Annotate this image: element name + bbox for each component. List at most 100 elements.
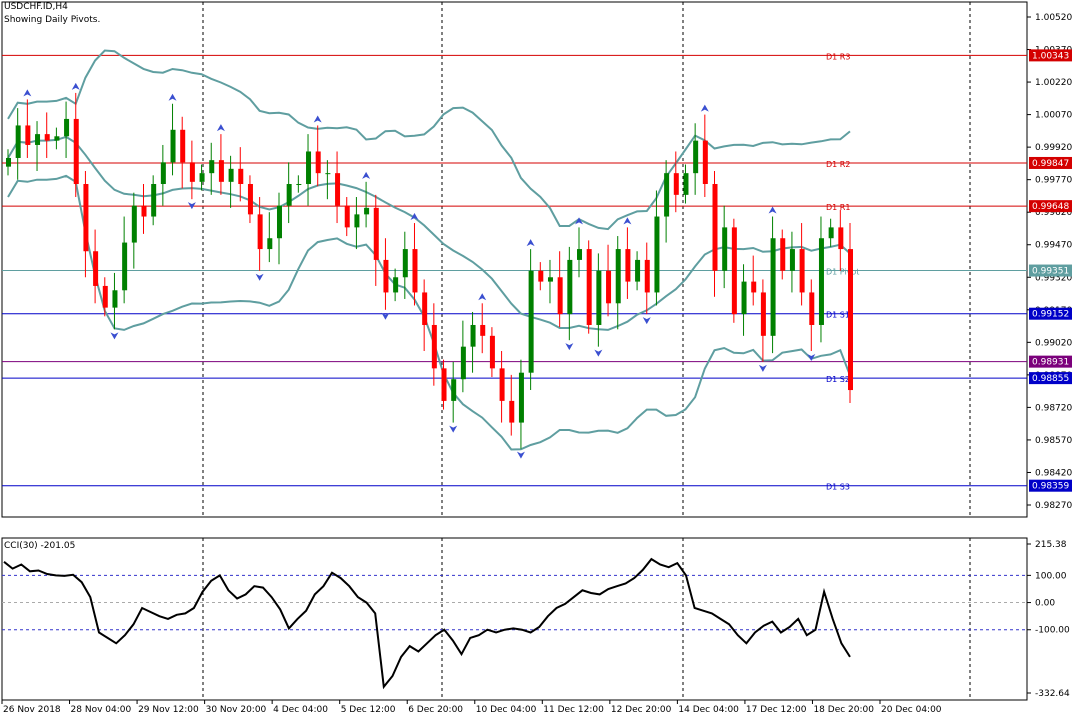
candle-body [54, 136, 60, 141]
candle-body [257, 214, 263, 250]
y-tick-label: 0.99620 [1035, 208, 1072, 218]
price-tag-label: 0.98855 [1032, 374, 1069, 384]
pivot-label: D1 R1 [826, 203, 850, 212]
price-tag [1029, 372, 1072, 385]
candle-body [499, 368, 505, 401]
fractal-down-arrow [381, 312, 390, 320]
candle-body [635, 259, 641, 282]
y-tick-label: 0.98420 [1035, 468, 1072, 478]
candle-body [489, 335, 495, 369]
candle-body [73, 118, 79, 185]
y-tick-label: 0.98720 [1035, 403, 1072, 413]
price-tag [1029, 200, 1072, 213]
candle-body [15, 125, 21, 158]
x-tick-label: 5 Dec 12:00 [341, 705, 396, 715]
candle-body [664, 173, 670, 217]
fractal-down-arrow [449, 425, 458, 433]
fractal-down-arrow [565, 343, 574, 351]
fractal-down-arrow [516, 451, 525, 459]
bollinger-lower [7, 174, 851, 451]
x-tick-label: 4 Dec 04:00 [273, 705, 328, 715]
candle-body [789, 249, 795, 271]
candle-body [712, 184, 718, 271]
cci-y-tick-label: 0.00 [1035, 599, 1055, 609]
candle-body [644, 259, 650, 293]
x-tick-label: 20 Dec 04:00 [881, 705, 942, 715]
x-tick-label: 30 Nov 20:00 [206, 705, 267, 715]
price-tag [1029, 307, 1072, 320]
fractal-up-arrow [168, 93, 177, 101]
candle-body [509, 400, 515, 423]
candle-body [760, 292, 766, 336]
fractal-up-arrow [575, 217, 584, 225]
fractal-down-arrow [758, 364, 767, 372]
candle-body [702, 140, 708, 185]
y-tick-label: 0.99320 [1035, 273, 1072, 283]
fractal-down-arrow [187, 202, 196, 210]
candle-body [848, 249, 853, 391]
candle-body [547, 277, 553, 282]
candle-body [731, 227, 737, 315]
cci-y-tick-label: -332.64 [1035, 689, 1070, 699]
y-tick-label: 0.99470 [1035, 241, 1072, 251]
candle-body [247, 184, 253, 215]
candle-body [296, 184, 302, 186]
candle-body [654, 216, 660, 293]
y-tick-label: 0.98570 [1035, 436, 1072, 446]
candle-body [112, 290, 118, 308]
x-tick-label: 6 Dec 20:00 [408, 705, 463, 715]
candle-body [141, 205, 147, 217]
candle-body [741, 281, 747, 315]
candle-body [335, 173, 341, 206]
candle-body [315, 151, 321, 174]
x-tick-label: 26 Nov 2018 [3, 705, 61, 715]
y-tick-label: 0.99770 [1035, 176, 1072, 186]
candle-body [412, 249, 418, 293]
candle-body [451, 379, 457, 401]
candle-body [809, 292, 815, 325]
price-tag-label: 0.99152 [1032, 310, 1069, 320]
fractal-up-arrow [700, 104, 709, 112]
fractal-up-arrow [768, 206, 777, 214]
fractal-down-arrow [594, 349, 603, 357]
pivot-label: D1 S1 [826, 311, 850, 320]
candle-body [518, 372, 524, 423]
fractal-up-arrow [410, 213, 419, 221]
candle-body [276, 205, 282, 239]
price-tag [1029, 479, 1072, 492]
fractal-down-arrow [255, 273, 264, 281]
candle-body [683, 173, 689, 195]
candle-body [528, 270, 534, 373]
bollinger-upper [7, 49, 851, 231]
candle-body [567, 259, 573, 315]
pivot-label: D1 S3 [826, 483, 850, 492]
x-tick-label: 28 Nov 04:00 [71, 705, 132, 715]
candle-body [286, 184, 292, 206]
candle-body [35, 134, 41, 145]
candle-body [606, 270, 612, 304]
candle-body [557, 277, 563, 315]
pivot-label: D1 R3 [826, 52, 850, 61]
candle-body [828, 227, 834, 239]
y-tick-label: 1.00220 [1035, 78, 1072, 88]
candle-body [460, 346, 466, 380]
chart-title: USDCHF.ID,H4 [4, 2, 68, 12]
price-tag [1029, 355, 1072, 368]
candle-body [209, 160, 215, 174]
fractal-down-arrow [642, 317, 651, 325]
price-tag-label: 0.98931 [1032, 358, 1069, 368]
candle-body [383, 259, 389, 293]
price-tag-label: 0.99648 [1032, 202, 1069, 212]
candle-body [673, 173, 679, 195]
candle-body [402, 249, 408, 278]
price-tag-label: 0.98359 [1032, 482, 1069, 492]
y-tick-label: 0.98270 [1035, 501, 1072, 511]
candle-body [267, 238, 273, 250]
candle-body [422, 292, 428, 325]
candle-body [596, 270, 602, 325]
fractal-up-arrow [478, 293, 487, 301]
candle-body [344, 205, 350, 228]
candle-body [102, 285, 108, 308]
candle-body [238, 168, 244, 185]
